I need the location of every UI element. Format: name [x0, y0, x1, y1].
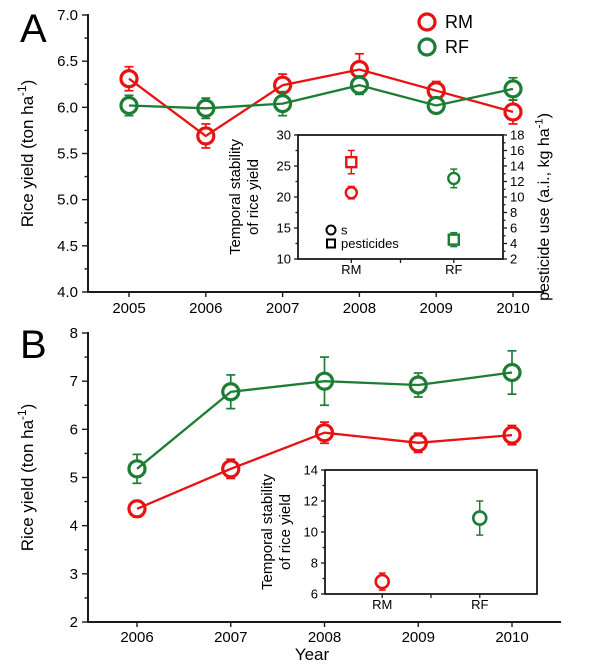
y-tick-label: 3: [70, 566, 78, 583]
x-tick-label: 2010: [495, 629, 528, 646]
inset-x-tick-label: RM: [372, 597, 392, 612]
x-ticks: [128, 292, 514, 297]
x-tick-label: 2006: [189, 300, 222, 317]
inset-point-RM-s: [344, 185, 358, 200]
inset-point-RM-s: [374, 573, 391, 590]
inset-y-tick-label: 20: [277, 190, 291, 205]
series-line-RM: [128, 68, 514, 138]
panel-b-chart: 8 7 6 5 4 3 2 2006 2007 2008 2009 2010 B Rice yield (…: [15, 323, 561, 664]
legend-marker-RM: [417, 12, 437, 32]
inset-box: [297, 134, 504, 260]
inset-y-tick-label: 10: [277, 252, 291, 267]
panel-a-chart: 7.0 6.5 6.0 5.5 5.0 4.5 4.0 2005 2006 2007 2008 200…: [15, 7, 553, 317]
panel-b: 8 7 6 5 4 3 2 2006 2007 2008 2009 2010 B Rice yield (…: [15, 323, 561, 664]
inset-point-RF-pesticides: [447, 233, 460, 246]
inset-y-tick-label: 8: [311, 556, 318, 571]
inset-y-tick-label: 14: [304, 463, 318, 478]
inset-right-tick-label: 8: [510, 205, 517, 220]
inset-y-tick-label: 30: [277, 128, 291, 143]
inset-right-tick-label: 16: [510, 143, 524, 158]
inset: 14 12 10 8 6 RM RF Temporal stability of rice yi…: [259, 463, 538, 612]
legend-marker-RF: [417, 37, 437, 57]
inset-y-tick-label: 10: [304, 525, 318, 540]
y-tick-label: 7: [70, 373, 78, 390]
inset-y-tick-label: 15: [277, 221, 291, 236]
inset-y-axis-label: of rice yield: [277, 494, 294, 570]
pesticide-axis-label: pesticide use (a.i., kg ha-1): [533, 113, 553, 301]
panel-label: B: [20, 323, 47, 367]
y-tick-label: 7.0: [57, 7, 78, 24]
series-line-RF: [128, 84, 514, 110]
inset-right-tick-label: 18: [510, 128, 524, 143]
y-tick-label: 4: [70, 518, 78, 535]
y-tick-label: 6.0: [57, 99, 78, 116]
inset-legend-label: pesticides: [341, 236, 399, 251]
inset-legend-label: s: [341, 223, 348, 238]
x-tick-label: 2009: [402, 629, 435, 646]
inset-ticks: [321, 469, 481, 598]
x-tick-label: 2009: [420, 300, 453, 317]
y-tick-label: 4.5: [57, 238, 78, 255]
y-tick-label: 6.5: [57, 53, 78, 70]
y-tick-label: 5: [70, 470, 78, 487]
inset-y-axis-label: Temporal stability: [259, 474, 276, 590]
inset-right-tick-label: 2: [510, 252, 517, 267]
x-tick-label: 2010: [496, 300, 529, 317]
data-point-RF: [503, 79, 523, 99]
y-axis-label: Rice yield (ton ha-1): [15, 404, 37, 552]
inset-ticks: [294, 134, 507, 263]
series-RM: [127, 421, 522, 519]
inset-y-axis-label: of rice yield: [245, 159, 262, 235]
inset-box: [324, 469, 538, 595]
inset-y-tick-label: 6: [311, 587, 318, 602]
inset-right-tick-label: 6: [510, 221, 517, 236]
inset-right-tick-label: 12: [510, 174, 524, 189]
inset-y-tick-label: 25: [277, 159, 291, 174]
legend-label-RM: RM: [445, 12, 473, 32]
series-RF: [127, 349, 522, 485]
inset-x-tick-label: RF: [471, 597, 488, 612]
y-tick-label: 8: [70, 325, 78, 342]
inset-point-RF-s: [447, 171, 461, 186]
legend-label-RF: RF: [445, 37, 469, 57]
x-tick-label: 2007: [214, 629, 247, 646]
inset-y-axis-label: Temporal stability: [227, 139, 244, 255]
panel-a: 7.0 6.5 6.0 5.5 5.0 4.5 4.0 2005 2006 2007 2008 200…: [15, 7, 553, 317]
y-tick-label: 5.5: [57, 146, 78, 163]
x-tick-label: 2007: [266, 300, 299, 317]
y-ticks: [82, 332, 88, 623]
data-point-RM: [503, 102, 523, 122]
y-tick-label: 2: [70, 614, 78, 631]
inset-right-tick-label: 4: [510, 236, 517, 251]
y-tick-label: 4.0: [57, 284, 78, 301]
inset-y-tick-label: 12: [304, 494, 318, 509]
inset-legend-circle-icon: [325, 224, 337, 236]
panel-label: A: [20, 7, 47, 51]
x-tick-label: 2008: [308, 629, 341, 646]
inset-legend-square-icon: [326, 238, 336, 249]
x-tick-label: 2006: [120, 629, 153, 646]
y-ticks: [82, 14, 88, 293]
x-tick-label: 2008: [343, 300, 376, 317]
inset-x-tick-label: RF: [445, 262, 462, 277]
y-tick-label: 6: [70, 421, 78, 438]
inset-x-tick-label: RM: [341, 262, 361, 277]
x-ticks: [136, 622, 513, 627]
series-line-RF: [136, 371, 513, 470]
data-point-RM: [127, 499, 147, 519]
series-line-RM: [136, 431, 513, 510]
x-tick-label: 2005: [112, 300, 145, 317]
inset-point-RM-pesticides: [345, 155, 358, 169]
inset-right-tick-label: 14: [510, 159, 524, 174]
y-tick-label: 5.0: [57, 192, 78, 209]
inset-point-RF-s: [471, 510, 488, 526]
inset-right-tick-label: 10: [510, 190, 524, 205]
x-axis-label: Year: [295, 645, 330, 664]
y-axis-label: Rice yield (ton ha-1): [15, 80, 37, 228]
legend: RM RF: [417, 12, 473, 57]
